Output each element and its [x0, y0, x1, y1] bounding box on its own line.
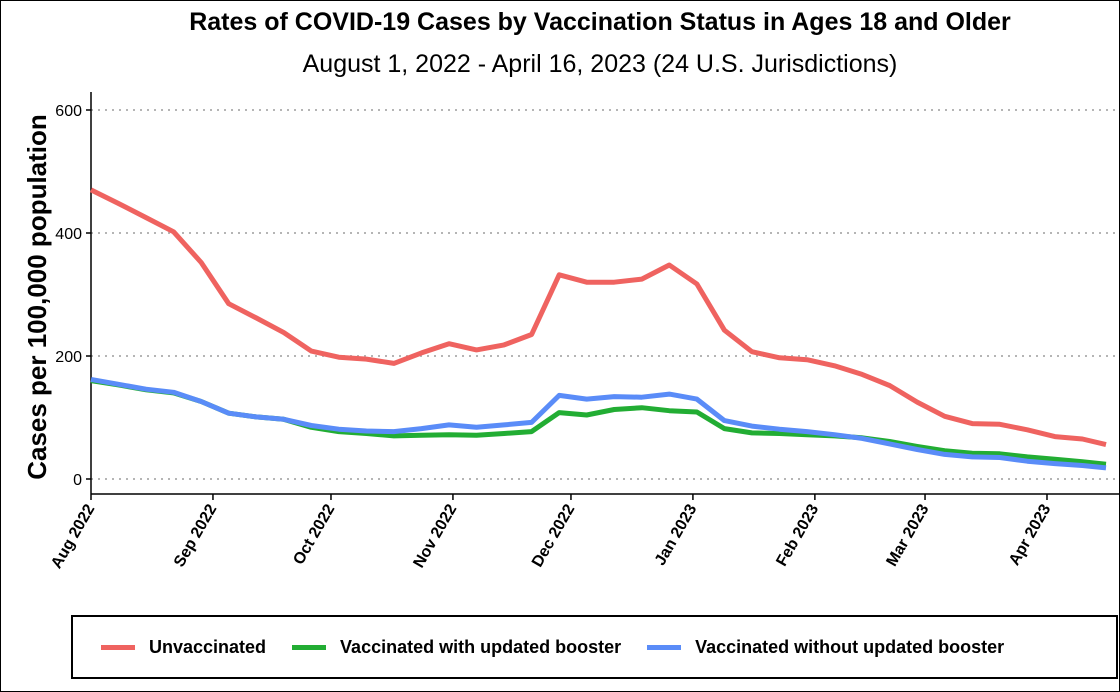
x-tick-label-6: Feb 2023 — [773, 501, 822, 569]
x-axis-ticks: Aug 2022 Sep 2022 Oct 2022 Nov 2022 Dec 2022… — [48, 494, 1055, 572]
x-tick-label-4: Dec 2022 — [529, 501, 578, 570]
x-tick-label-7: Mar 2023 — [884, 501, 933, 569]
legend-label-vaccinated-with-booster: Vaccinated with updated booster — [340, 636, 622, 657]
legend-key-vaccinated-without-booster — [647, 644, 682, 650]
legend: Unvaccinated Vaccinated with updated boo… — [71, 615, 1118, 679]
y-tick-label-0: 0 — [73, 472, 82, 489]
x-tick-label-8: Apr 2023 — [1006, 501, 1055, 568]
axes — [90, 92, 1120, 495]
y-axis-ticks: 0 200 400 600 — [55, 103, 91, 489]
legend-key-vaccinated-with-booster — [292, 644, 327, 650]
x-tick-label-2: Oct 2022 — [290, 501, 338, 567]
legend-item-vaccinated-without-booster: Vaccinated without updated booster — [647, 637, 1004, 658]
legend-item-unvaccinated: Unvaccinated — [101, 637, 266, 658]
legend-item-vaccinated-with-booster: Vaccinated with updated booster — [292, 637, 621, 658]
legend-label-unvaccinated: Unvaccinated — [149, 636, 267, 657]
x-tick-label-0: Aug 2022 — [48, 501, 98, 571]
series-line-2 — [90, 376, 1107, 471]
series-line-0 — [89, 187, 1107, 448]
y-tick-label-400: 400 — [55, 226, 82, 243]
legend-key-unvaccinated — [101, 644, 135, 650]
series-lines — [89, 187, 1107, 471]
chart-title: Rates of COVID-19 Cases by Vaccination S… — [189, 8, 1011, 36]
y-tick-label-200: 200 — [55, 349, 82, 366]
y-axis-label: Cases per 100,000 population — [22, 114, 52, 480]
chart-subtitle: August 1, 2022 - April 16, 2023 (24 U.S.… — [302, 50, 898, 78]
x-tick-label-5: Jan 2023 — [652, 501, 701, 568]
legend-label-vaccinated-without-booster: Vaccinated without updated booster — [695, 636, 1005, 657]
x-tick-label-1: Sep 2022 — [171, 501, 220, 570]
x-tick-label-3: Nov 2022 — [411, 501, 461, 570]
y-tick-label-600: 600 — [55, 103, 82, 120]
series-line-1 — [90, 378, 1107, 467]
